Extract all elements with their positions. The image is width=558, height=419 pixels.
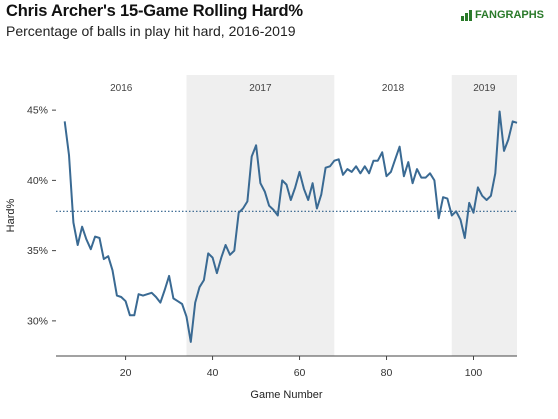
y-axis-label: Hard% [5, 198, 17, 232]
x-tick-label: 20 [120, 367, 132, 379]
y-tick-label: 35% [27, 245, 48, 257]
chart-subtitle: Percentage of balls in play hit hard, 20… [6, 23, 296, 39]
series-line [63, 110, 518, 343]
season-label-2017: 2017 [249, 83, 272, 94]
x-tick-label: 40 [207, 367, 219, 379]
logo-bars-icon [460, 9, 473, 21]
y-tick-label: 40% [27, 175, 48, 187]
x-axis: 20 40 60 80 100 [56, 355, 517, 379]
season-label-2016: 2016 [110, 83, 133, 94]
y-axis: 30% 35% 40% 45% [27, 105, 56, 327]
x-tick-label: 100 [465, 367, 483, 379]
season-shade-2017 [186, 75, 335, 356]
y-tick-label: 30% [27, 315, 48, 327]
x-axis-label: Game Number [250, 389, 322, 401]
season-label-2018: 2018 [382, 83, 405, 94]
y-tick-label: 45% [27, 105, 48, 117]
season-label-2019: 2019 [473, 83, 496, 94]
fangraphs-logo: FANGRAPHS [460, 8, 544, 22]
x-tick-label: 80 [381, 367, 393, 379]
season-labels: 2016 2017 2018 2019 [110, 83, 496, 94]
x-tick-label: 60 [294, 367, 306, 379]
season-shade-2019 [451, 75, 517, 356]
logo-text: FANGRAPHS [474, 9, 544, 21]
chart-title: Chris Archer's 15-Game Rolling Hard% [6, 2, 303, 20]
season-shading [186, 75, 517, 356]
